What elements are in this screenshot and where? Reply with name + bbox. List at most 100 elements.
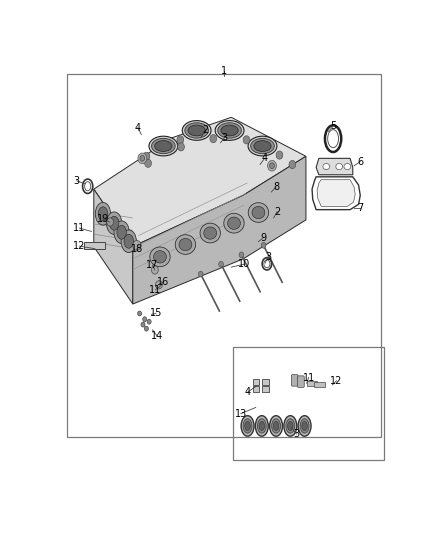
Circle shape [198,271,203,277]
Bar [233,347,384,460]
Text: 3: 3 [222,133,227,143]
Circle shape [239,252,244,257]
FancyBboxPatch shape [84,242,105,249]
Text: 15: 15 [150,309,162,319]
Ellipse shape [300,419,309,433]
Bar [262,379,268,385]
Text: 2: 2 [203,125,209,135]
Circle shape [138,153,147,164]
Circle shape [141,322,145,327]
Ellipse shape [204,227,217,239]
Text: 9: 9 [261,232,267,243]
Text: 12: 12 [73,241,86,251]
Circle shape [243,136,250,144]
Ellipse shape [243,419,252,433]
Text: 11: 11 [74,223,86,233]
Ellipse shape [302,422,307,431]
Ellipse shape [152,139,175,154]
Ellipse shape [298,416,311,436]
Text: 2: 2 [274,207,280,217]
Text: 3: 3 [74,176,80,186]
Ellipse shape [185,123,208,138]
Circle shape [107,218,113,226]
Ellipse shape [284,416,297,436]
Text: 7: 7 [357,204,364,213]
Text: 18: 18 [131,245,143,254]
Circle shape [152,266,158,274]
Circle shape [177,136,184,144]
Circle shape [143,317,147,322]
Ellipse shape [323,164,330,169]
FancyBboxPatch shape [297,376,304,387]
Bar [253,386,259,392]
Ellipse shape [255,416,268,436]
Text: 3: 3 [265,252,271,262]
Circle shape [270,163,274,168]
Circle shape [276,151,283,159]
Circle shape [289,160,296,168]
Text: 3: 3 [293,429,300,439]
Ellipse shape [124,235,134,248]
Ellipse shape [344,164,351,169]
Ellipse shape [149,136,178,156]
Text: 11: 11 [149,285,162,295]
Ellipse shape [155,141,172,151]
Bar [314,383,325,387]
Polygon shape [316,158,353,175]
Ellipse shape [221,125,238,136]
Ellipse shape [273,422,279,431]
Ellipse shape [110,216,119,230]
Ellipse shape [200,223,220,243]
Text: 17: 17 [146,260,159,270]
Ellipse shape [248,136,277,156]
Ellipse shape [179,238,192,251]
Circle shape [268,160,276,171]
Ellipse shape [254,141,271,151]
Ellipse shape [270,416,283,436]
Ellipse shape [258,419,266,433]
Ellipse shape [188,125,205,136]
Ellipse shape [154,251,166,263]
Ellipse shape [175,235,196,254]
Ellipse shape [288,422,293,431]
Ellipse shape [95,203,110,225]
Text: 10: 10 [238,259,250,269]
Bar [262,386,268,392]
Text: 5: 5 [330,122,336,131]
Ellipse shape [251,139,274,154]
Ellipse shape [252,206,265,219]
Text: 14: 14 [151,331,163,341]
Circle shape [210,134,217,143]
Ellipse shape [117,225,127,239]
Circle shape [261,243,266,248]
Bar [67,74,381,438]
Ellipse shape [150,247,170,266]
Circle shape [219,261,223,267]
FancyBboxPatch shape [291,375,298,386]
Ellipse shape [227,217,240,229]
Text: 6: 6 [357,157,363,167]
Text: 13: 13 [235,409,247,418]
Text: 19: 19 [97,214,109,224]
Polygon shape [133,156,306,304]
Text: 1: 1 [222,66,227,76]
Ellipse shape [241,416,254,436]
Circle shape [145,326,148,331]
Ellipse shape [218,123,241,138]
Ellipse shape [286,419,295,433]
Bar [307,381,317,386]
Circle shape [140,156,145,161]
Ellipse shape [336,164,343,169]
Ellipse shape [106,212,122,235]
Text: 16: 16 [156,277,169,287]
Text: 12: 12 [330,376,343,386]
Circle shape [143,152,150,160]
Ellipse shape [114,221,129,244]
Circle shape [138,311,141,316]
Text: 11: 11 [303,373,315,383]
Bar [253,379,259,385]
Ellipse shape [182,120,211,140]
Text: 4: 4 [261,154,268,163]
Circle shape [147,319,151,324]
Polygon shape [94,189,133,304]
